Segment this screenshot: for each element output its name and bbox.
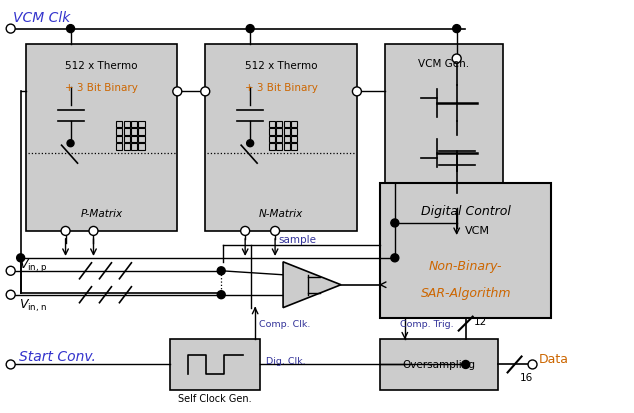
- Text: VCM Clk: VCM Clk: [13, 11, 70, 25]
- Circle shape: [271, 227, 280, 236]
- Circle shape: [6, 290, 15, 299]
- Circle shape: [353, 88, 361, 97]
- Bar: [25, 45, 178, 231]
- Bar: [380, 339, 498, 390]
- Text: N-Matrix: N-Matrix: [259, 209, 303, 218]
- Text: 12: 12: [474, 316, 487, 326]
- Circle shape: [201, 88, 210, 97]
- Circle shape: [452, 55, 461, 64]
- Bar: [116, 129, 122, 135]
- Bar: [124, 137, 130, 143]
- Text: 512 x Thermo: 512 x Thermo: [245, 61, 318, 71]
- Bar: [269, 137, 275, 143]
- Bar: [138, 121, 145, 128]
- Bar: [269, 121, 275, 128]
- Text: 16: 16: [519, 373, 533, 382]
- Bar: [124, 121, 130, 128]
- Circle shape: [217, 291, 225, 299]
- Circle shape: [89, 227, 98, 236]
- Text: VCM Gen.: VCM Gen.: [418, 59, 469, 69]
- Text: + 3 Bit Binary: + 3 Bit Binary: [245, 83, 318, 93]
- Bar: [385, 45, 503, 209]
- Bar: [283, 121, 290, 128]
- Bar: [276, 144, 283, 150]
- Circle shape: [67, 26, 75, 33]
- Bar: [116, 121, 122, 128]
- Text: Self Clock Gen.: Self Clock Gen.: [178, 394, 252, 404]
- Circle shape: [453, 26, 461, 33]
- Text: Non-Binary-: Non-Binary-: [429, 260, 502, 273]
- Bar: [131, 144, 138, 150]
- Bar: [131, 129, 138, 135]
- Text: VCM: VCM: [465, 225, 489, 235]
- Text: + 3 Bit Binary: + 3 Bit Binary: [65, 83, 138, 93]
- Bar: [276, 121, 283, 128]
- Bar: [291, 121, 297, 128]
- Bar: [380, 184, 552, 318]
- Bar: [269, 144, 275, 150]
- Bar: [138, 144, 145, 150]
- Bar: [205, 45, 357, 231]
- Circle shape: [391, 219, 399, 228]
- Text: Digital Control: Digital Control: [421, 205, 510, 218]
- Bar: [116, 144, 122, 150]
- Circle shape: [61, 227, 70, 236]
- Bar: [283, 137, 290, 143]
- Bar: [291, 137, 297, 143]
- Bar: [269, 129, 275, 135]
- Circle shape: [6, 267, 15, 275]
- Circle shape: [247, 140, 254, 147]
- Bar: [283, 144, 290, 150]
- Circle shape: [217, 267, 225, 275]
- Text: P-Matrix: P-Matrix: [81, 209, 122, 218]
- Bar: [291, 144, 297, 150]
- Circle shape: [528, 360, 537, 369]
- Text: Dig. Clk.: Dig. Clk.: [266, 356, 306, 365]
- Text: Comp. Trig.: Comp. Trig.: [400, 319, 453, 328]
- Circle shape: [173, 88, 182, 97]
- Bar: [124, 129, 130, 135]
- Circle shape: [391, 254, 399, 262]
- Bar: [276, 137, 283, 143]
- Bar: [131, 137, 138, 143]
- Text: $V_{\mathrm{in,n}}$: $V_{\mathrm{in,n}}$: [18, 297, 46, 313]
- Circle shape: [16, 254, 25, 262]
- Text: sample: sample: [278, 234, 316, 244]
- Text: Data: Data: [538, 352, 569, 365]
- Bar: [291, 129, 297, 135]
- Bar: [283, 129, 290, 135]
- Text: Comp. Clk.: Comp. Clk.: [259, 319, 311, 328]
- Bar: [124, 144, 130, 150]
- Circle shape: [6, 360, 15, 369]
- Text: Start Conv.: Start Conv.: [18, 350, 96, 363]
- Text: 512 x Thermo: 512 x Thermo: [65, 61, 138, 71]
- Circle shape: [67, 140, 74, 147]
- Polygon shape: [283, 262, 341, 308]
- Bar: [116, 137, 122, 143]
- Circle shape: [241, 227, 250, 236]
- Text: Oversampling: Oversampling: [402, 360, 476, 370]
- Circle shape: [246, 26, 254, 33]
- Text: SAR-Algorithm: SAR-Algorithm: [420, 287, 511, 299]
- Text: $V_{\mathrm{in,p}}$: $V_{\mathrm{in,p}}$: [18, 257, 47, 274]
- Circle shape: [6, 25, 15, 34]
- Circle shape: [462, 361, 470, 368]
- Bar: [276, 129, 283, 135]
- Bar: [138, 129, 145, 135]
- Bar: [138, 137, 145, 143]
- Bar: [171, 339, 260, 390]
- Bar: [131, 121, 138, 128]
